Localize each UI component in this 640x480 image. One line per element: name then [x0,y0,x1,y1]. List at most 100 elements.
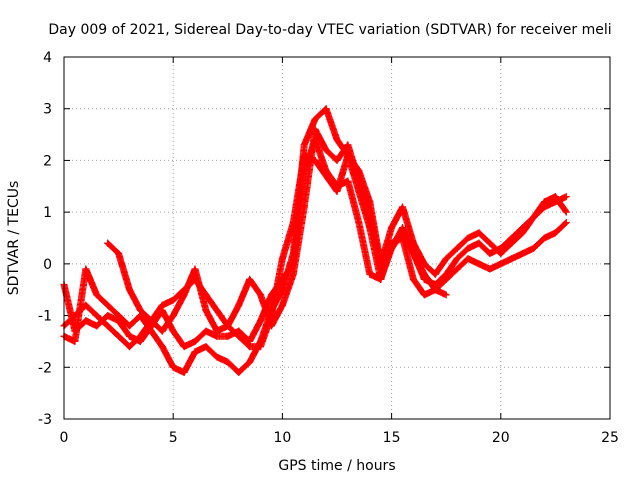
data-point [202,306,210,314]
data-point [409,250,417,258]
data-point [202,327,210,335]
data-point [497,250,505,258]
data-point [322,146,330,154]
data-point [104,322,112,330]
data-point [530,244,538,252]
data-point [333,136,341,144]
data-point [169,296,177,304]
x-tick-label: 5 [169,430,178,446]
data-point [180,368,188,376]
data-point [562,208,570,216]
data-point [344,177,352,185]
data-point [104,301,112,309]
data-point [530,213,538,221]
data-point [224,332,232,340]
data-point [246,343,254,351]
data-point [267,312,275,320]
data-point [442,255,450,263]
data-point [508,255,516,263]
data-point [278,255,286,263]
y-tick-label: -1 [38,309,52,325]
data-point [246,275,254,283]
data-point [257,291,265,299]
data-point [322,172,330,180]
data-point [431,270,439,278]
y-tick-label: 4 [43,50,52,66]
data-point [300,151,308,159]
data-point [82,317,90,325]
data-point [355,187,363,195]
data-point [180,343,188,351]
data-point [169,327,177,335]
data-point [551,229,559,237]
data-point [246,358,254,366]
data-point [136,306,144,314]
x-tick-label: 0 [60,430,69,446]
data-point [388,224,396,232]
data-point [300,203,308,211]
data-point [126,332,134,340]
data-point [311,156,319,164]
data-point [366,270,374,278]
data-point [82,301,90,309]
data-point [235,368,243,376]
data-point [147,327,155,335]
x-tick-label: 10 [273,430,291,446]
data-point [464,234,472,242]
data-point [540,234,548,242]
data-point [355,167,363,175]
data-point [420,260,428,268]
series-track-4 [104,151,450,351]
data-point [257,343,265,351]
data-point [322,105,330,113]
data-point [486,265,494,273]
data-point [289,270,297,278]
data-point [333,156,341,164]
data-point [289,218,297,226]
data-point [224,358,232,366]
x-tick-label: 20 [492,430,510,446]
data-point [158,327,166,335]
data-point [366,198,374,206]
data-point [104,312,112,320]
data-point [158,301,166,309]
data-point [344,151,352,159]
data-point [562,193,570,201]
data-point [475,229,483,237]
data-point [431,286,439,294]
data-point [453,255,461,263]
data-point [399,203,407,211]
data-point [311,115,319,123]
chart-title: Day 009 of 2021, Sidereal Day-to-day VTE… [48,22,611,38]
data-point [126,343,134,351]
data-point [562,218,570,226]
data-point [257,317,265,325]
data-point [180,291,188,299]
data-point [442,270,450,278]
data-point [71,337,79,345]
y-tick-label: -2 [38,360,52,376]
data-point [136,332,144,340]
axis-ticks: 0 5 10 15 20 25 -3 -2 -1 0 1 2 3 4 [38,50,619,446]
data-point [300,141,308,149]
y-tick-label: 0 [43,257,52,273]
grid-lines [64,57,610,419]
data-point [278,286,286,294]
data-point [235,332,243,340]
data-point [213,306,221,314]
y-tick-label: 2 [43,153,52,169]
data-markers [60,105,570,376]
data-point [377,275,385,283]
y-tick-label: 1 [43,205,52,221]
data-point [453,265,461,273]
data-point [224,322,232,330]
data-point [115,332,123,340]
data-point [551,193,559,201]
data-point [420,270,428,278]
data-point [104,239,112,247]
data-point [289,250,297,258]
data-point [213,353,221,361]
data-point [93,322,101,330]
data-point [344,141,352,149]
